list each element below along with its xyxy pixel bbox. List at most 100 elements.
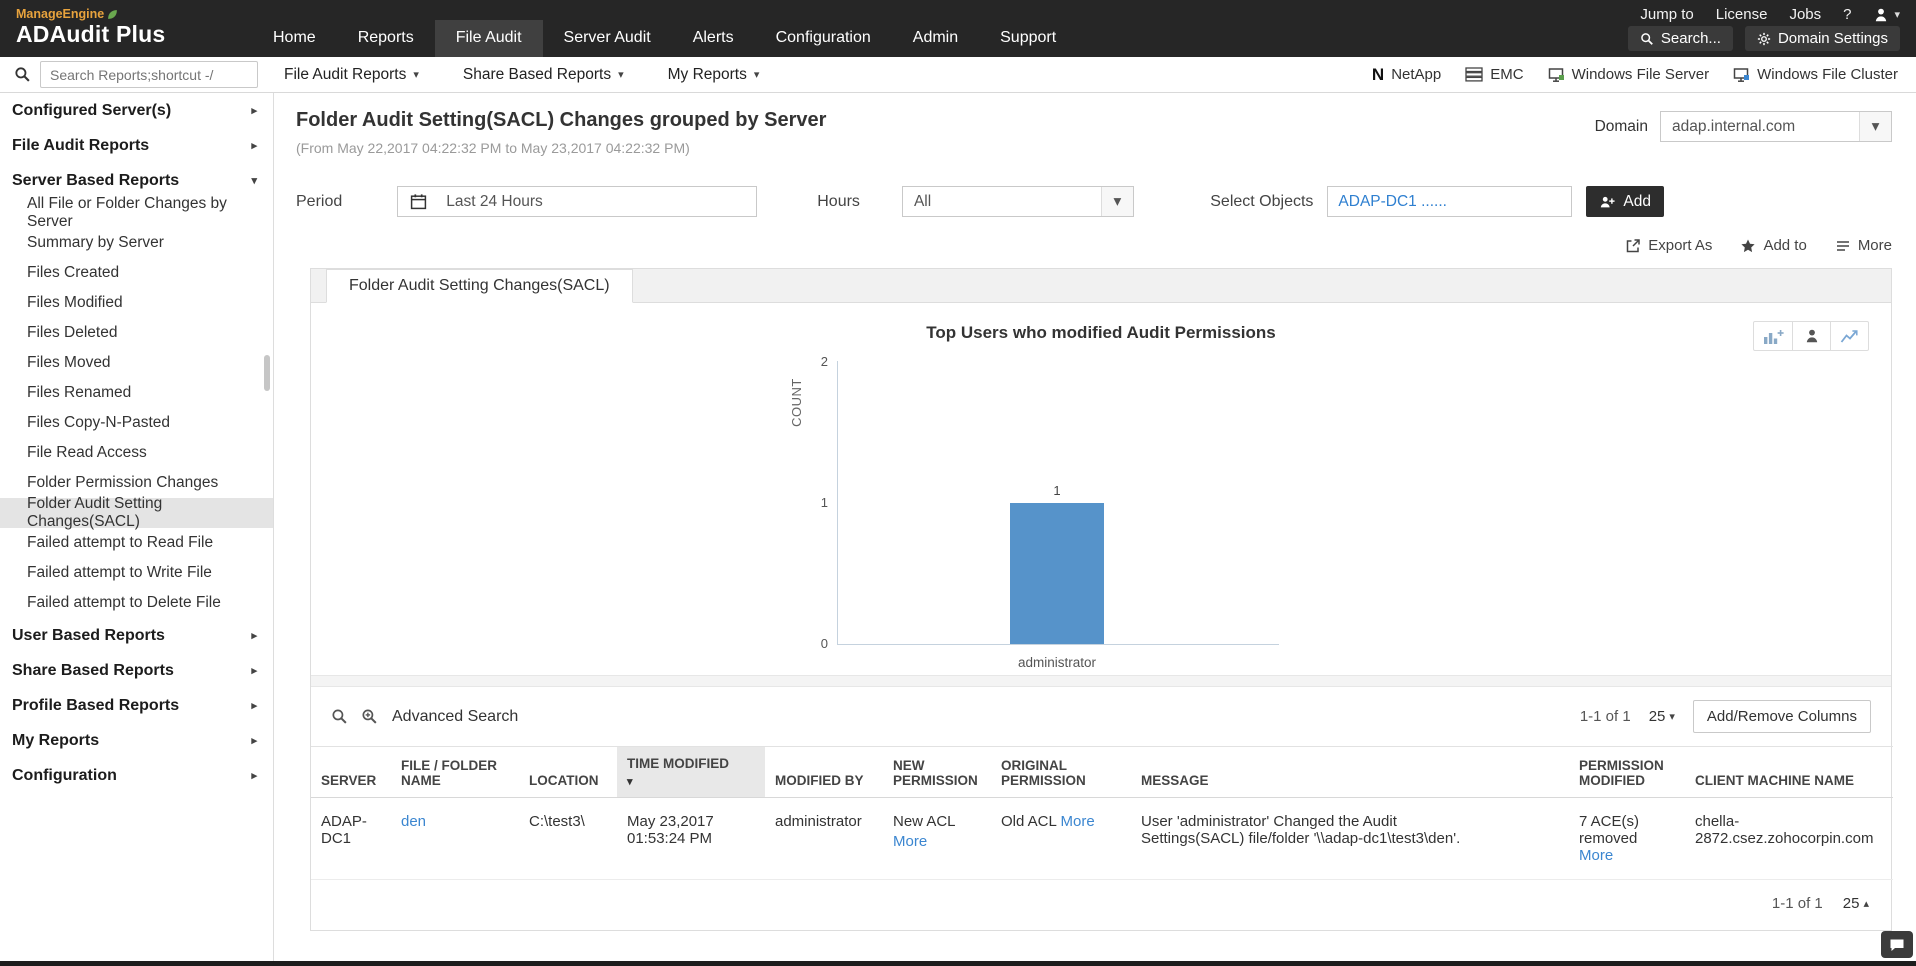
emc-link[interactable]: EMC [1465,66,1524,83]
feedback-chat-button[interactable] [1881,931,1913,958]
column-header-client-machine-name[interactable]: CLIENT MACHINE NAME [1685,746,1893,798]
sidebar-item-summary-by-server[interactable]: Summary by Server [27,234,164,251]
sidebar-item-failed-attempt-read[interactable]: Failed attempt to Read File [27,534,214,551]
new-permission-more-link[interactable]: More [893,833,928,850]
column-header-server[interactable]: SERVER [311,746,391,798]
permission-modified-more-link[interactable]: More [1579,847,1614,864]
sidebar-item-all-file-folder-changes[interactable]: All File or Folder Changes by Server [27,195,227,230]
bar-chart-icon[interactable] [1754,322,1792,350]
license-link[interactable]: License [1715,6,1768,23]
column-header-new-permission[interactable]: NEW PERMISSION [883,746,991,798]
leaf-icon [108,9,118,19]
sidebar-item-profile-based-reports[interactable]: Profile Based Reports ▸ [12,696,257,714]
jump-to-link[interactable]: Jump to [1640,6,1694,23]
sidebar-item-folder-permission-changes[interactable]: Folder Permission Changes [27,474,219,491]
sidebar-item-file-read-access[interactable]: File Read Access [27,444,147,461]
sidebar-item-files-modified[interactable]: Files Modified [27,294,123,311]
menu-my-reports[interactable]: My Reports ▾ [667,65,760,83]
windows-file-cluster-link[interactable]: Windows File Cluster [1733,66,1898,83]
sidebar-item-configured-servers[interactable]: Configured Server(s) ▸ [12,101,257,119]
period-picker[interactable]: Last 24 Hours [397,186,758,217]
sidebar-item-files-created[interactable]: Files Created [27,264,120,281]
nav-tab-configuration[interactable]: Configuration [775,29,871,46]
menu-share-based-reports[interactable]: Share Based Reports ▾ [462,65,624,83]
file-folder-link[interactable]: den [401,813,427,830]
sidebar: Configured Server(s) ▸ File Audit Reports… [0,93,274,966]
chart-panel: Top Users who modified Audit Permissions… [311,303,1891,675]
add-to-button[interactable]: Add to [1740,237,1807,254]
sidebar-item-server-based-reports[interactable]: Server Based Reports ▾ [12,171,257,189]
table-footer: 1-1 of 1 25 ▴ [311,880,1891,930]
more-button[interactable]: More [1835,237,1892,254]
line-chart-icon[interactable] [1830,322,1868,350]
sidebar-item-files-moved[interactable]: Files Moved [27,354,111,371]
column-header-original-permission[interactable]: ORIGINAL PERMISSION [991,746,1131,798]
nav-tab-alerts[interactable]: Alerts [692,29,734,46]
hours-select[interactable]: All ▾ [901,186,1134,217]
windows-file-server-link[interactable]: Windows File Server [1548,66,1709,83]
sidebar-item-failed-attempt-delete[interactable]: Failed attempt to Delete File [27,594,221,611]
chart-title: Top Users who modified Audit Permissions [926,323,1276,342]
page-size-select-bottom[interactable]: 25 ▴ [1842,895,1869,912]
sidebar-item-configuration[interactable]: Configuration ▸ [12,766,257,784]
netapp-link[interactable]: N NetApp [1371,64,1442,84]
nav-tab-file-audit[interactable]: File Audit [434,20,543,57]
jobs-link[interactable]: Jobs [1789,6,1822,23]
sidebar-item-files-deleted[interactable]: Files Deleted [27,324,118,341]
search-icon[interactable] [14,66,31,83]
toolbar-menus: File Audit Reports ▾ Share Based Reports ▾… [274,66,759,84]
report-search-input[interactable] [40,61,258,88]
y-axis-label: COUNT [788,378,804,427]
netapp-icon: N [1371,64,1385,84]
sidebar-item-share-based-reports[interactable]: Share Based Reports ▸ [12,661,257,679]
user-menu[interactable]: ▾ [1873,7,1900,23]
original-permission-more-link[interactable]: More [1060,813,1095,830]
column-header-message[interactable]: MESSAGE [1131,746,1569,798]
add-button[interactable]: Add [1586,186,1664,217]
advanced-search-icon[interactable] [361,708,379,725]
nav-tab-support[interactable]: Support [1000,29,1057,46]
sidebar-scrollbar[interactable] [264,355,270,391]
menu-file-audit-reports[interactable]: File Audit Reports ▾ [284,65,419,83]
table-controls: Advanced Search 1-1 of 1 25 ▾ Add/Remove… [311,687,1891,746]
results-table: SERVER FILE / FOLDER NAME LOCATION TIME … [311,746,1893,880]
header-right: Jump to License Jobs ? ▾ Search... Domai… [1612,0,1916,57]
table-row: ADAP-DC1 den C:\test3\ May 23,2017 01:53… [311,797,1893,880]
add-remove-columns-button[interactable]: Add/Remove Columns [1692,700,1871,733]
nav-tab-admin[interactable]: Admin [912,29,959,46]
cell-original-permission: Old ACL More [991,797,1131,880]
nav-tab-home[interactable]: Home [273,29,316,46]
sidebar-item-files-copy-n-pasted[interactable]: Files Copy-N-Pasted [27,414,170,431]
nav-tab-server-audit[interactable]: Server Audit [563,29,651,46]
global-search-button[interactable]: Search... [1627,26,1733,51]
sidebar-item-file-audit-reports[interactable]: File Audit Reports ▸ [12,136,257,154]
select-objects-input[interactable] [1327,186,1573,217]
advanced-search-link[interactable]: Advanced Search [392,707,519,725]
cell-message: User 'administrator' Changed the Audit S… [1131,797,1569,880]
column-header-location[interactable]: LOCATION [519,746,617,798]
column-header-modified-by[interactable]: MODIFIED BY [765,746,883,798]
export-as-button[interactable]: Export As [1625,237,1712,254]
column-header-file-folder-name[interactable]: FILE / FOLDER NAME [391,746,519,798]
sidebar-item-folder-audit-setting-changes-sacl[interactable]: Folder Audit Setting Changes(SACL) [0,495,273,530]
search-icon[interactable] [331,708,348,725]
card-tab-bar: Folder Audit Setting Changes(SACL) [311,269,1891,303]
column-header-time-modified[interactable]: TIME MODIFIED ▾ [617,746,765,798]
main-content: Folder Audit Setting(SACL) Changes group… [274,93,1916,966]
column-header-permission-modified[interactable]: PERMISSION MODIFIED [1569,746,1685,798]
user-view-icon[interactable] [1792,322,1830,350]
chevron-down-icon: ▾ [618,69,624,81]
nav-tab-reports[interactable]: Reports [357,29,414,46]
help-icon[interactable]: ? [1843,6,1852,23]
cell-time-modified: May 23,2017 01:53:24 PM [617,797,765,880]
domain-settings-button[interactable]: Domain Settings [1744,26,1900,51]
page-size-select[interactable]: 25 ▾ [1648,708,1675,725]
chart-bar: 1 [1010,483,1104,644]
sidebar-item-my-reports[interactable]: My Reports ▸ [12,731,257,749]
tab-folder-audit-setting-changes[interactable]: Folder Audit Setting Changes(SACL) [326,269,633,303]
sidebar-item-user-based-reports[interactable]: User Based Reports ▸ [12,626,257,644]
sidebar-item-failed-attempt-write[interactable]: Failed attempt to Write File [27,564,212,581]
search-icon [1641,32,1653,45]
domain-select[interactable]: adap.internal.com ▾ [1660,111,1892,142]
sidebar-item-files-renamed[interactable]: Files Renamed [27,384,132,401]
